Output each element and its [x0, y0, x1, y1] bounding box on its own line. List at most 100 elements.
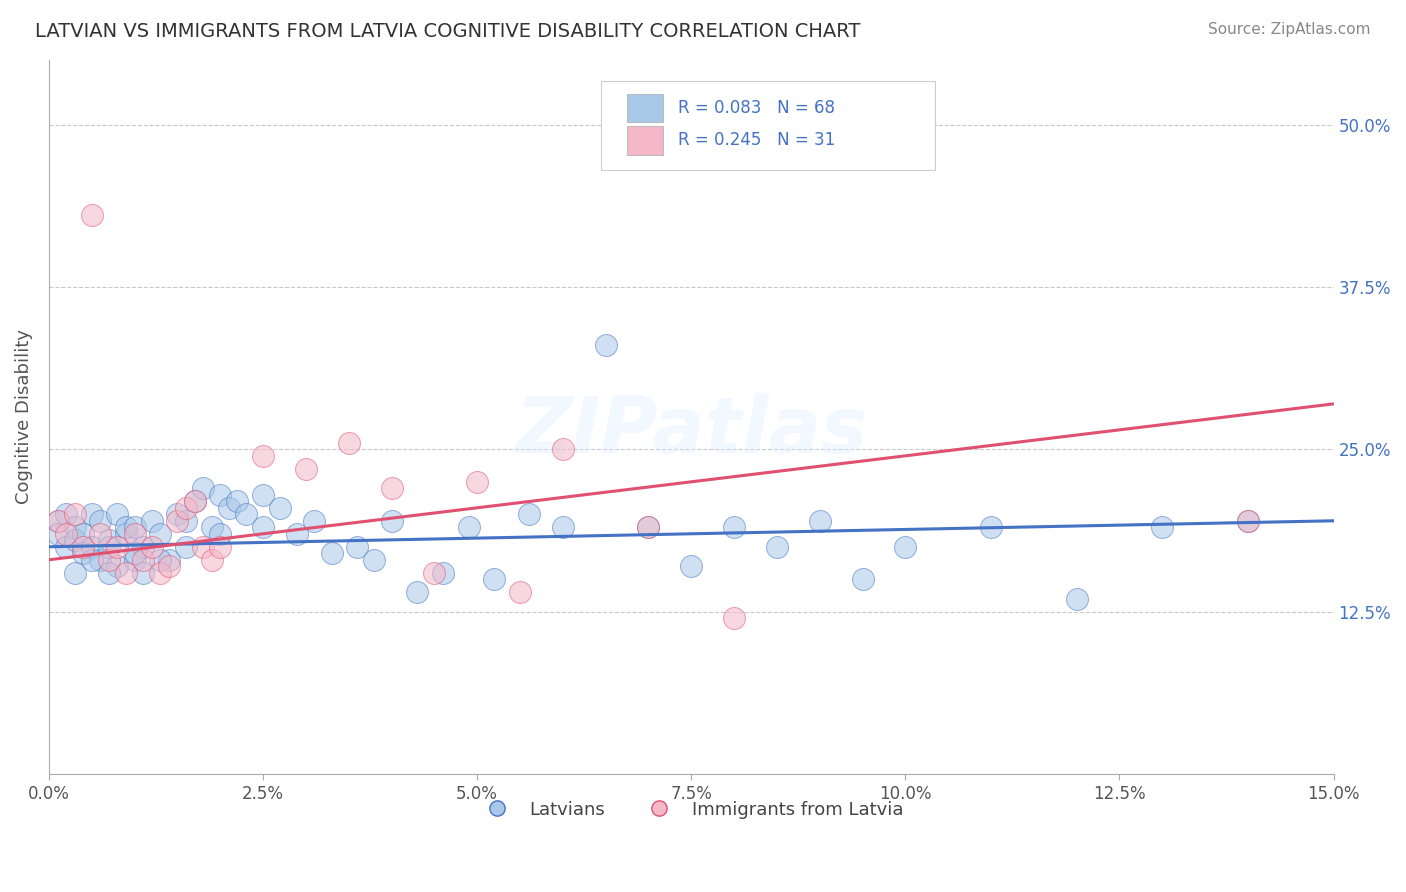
Point: [252, 449, 274, 463]
Point: [80, 209, 103, 223]
Point: [285, 526, 308, 541]
Point: [252, 520, 274, 534]
Point: [766, 540, 789, 554]
Point: [55, 526, 77, 541]
Point: [465, 475, 488, 489]
Point: [551, 520, 574, 534]
Point: [980, 520, 1002, 534]
Legend: Latvians, Immigrants from Latvia: Latvians, Immigrants from Latvia: [472, 793, 911, 826]
Point: [509, 585, 531, 599]
Y-axis label: Cognitive Disability: Cognitive Disability: [15, 329, 32, 504]
Point: [97, 540, 120, 554]
Point: [432, 566, 454, 580]
Point: [252, 488, 274, 502]
Point: [1066, 591, 1088, 606]
Point: [132, 553, 155, 567]
Point: [517, 508, 540, 522]
Point: [681, 559, 703, 574]
Point: [226, 494, 249, 508]
Point: [80, 540, 103, 554]
Text: Source: ZipAtlas.com: Source: ZipAtlas.com: [1208, 22, 1371, 37]
Point: [72, 546, 94, 560]
Point: [209, 488, 232, 502]
Point: [115, 526, 138, 541]
Point: [484, 572, 506, 586]
Point: [124, 520, 146, 534]
Point: [72, 540, 94, 554]
Point: [89, 553, 111, 567]
Point: [141, 514, 163, 528]
Point: [124, 546, 146, 560]
FancyBboxPatch shape: [602, 81, 935, 170]
Point: [166, 508, 188, 522]
Point: [97, 533, 120, 548]
Point: [851, 572, 873, 586]
Point: [209, 526, 232, 541]
Point: [304, 514, 326, 528]
Point: [174, 540, 197, 554]
Point: [46, 514, 69, 528]
Point: [201, 520, 224, 534]
Point: [115, 520, 138, 534]
Point: [201, 553, 224, 567]
Point: [723, 611, 745, 625]
Point: [149, 526, 172, 541]
Bar: [627, 126, 664, 154]
Point: [637, 520, 659, 534]
Point: [63, 520, 86, 534]
Point: [551, 442, 574, 457]
Point: [72, 526, 94, 541]
Point: [107, 540, 129, 554]
Point: [337, 435, 360, 450]
Text: R = 0.245   N = 31: R = 0.245 N = 31: [679, 131, 835, 149]
Point: [89, 514, 111, 528]
Point: [63, 566, 86, 580]
Point: [80, 508, 103, 522]
Point: [346, 540, 368, 554]
Point: [295, 462, 318, 476]
Text: LATVIAN VS IMMIGRANTS FROM LATVIA COGNITIVE DISABILITY CORRELATION CHART: LATVIAN VS IMMIGRANTS FROM LATVIA COGNIT…: [35, 22, 860, 41]
Point: [174, 514, 197, 528]
Text: R = 0.083   N = 68: R = 0.083 N = 68: [679, 99, 835, 117]
Point: [380, 514, 402, 528]
Point: [1152, 520, 1174, 534]
Point: [132, 566, 155, 580]
Point: [63, 508, 86, 522]
Point: [107, 559, 129, 574]
Point: [894, 540, 917, 554]
Point: [209, 540, 232, 554]
Point: [363, 553, 385, 567]
Point: [115, 566, 138, 580]
Point: [1237, 514, 1260, 528]
Point: [723, 520, 745, 534]
Point: [132, 540, 155, 554]
Point: [124, 553, 146, 567]
Point: [46, 514, 69, 528]
Point: [637, 520, 659, 534]
Point: [191, 540, 214, 554]
Point: [157, 553, 180, 567]
Point: [107, 508, 129, 522]
Point: [321, 546, 343, 560]
Point: [97, 553, 120, 567]
Point: [406, 585, 429, 599]
Point: [63, 533, 86, 548]
Point: [46, 526, 69, 541]
Point: [157, 559, 180, 574]
Point: [124, 526, 146, 541]
Point: [97, 566, 120, 580]
Point: [423, 566, 446, 580]
Point: [183, 494, 205, 508]
Point: [149, 566, 172, 580]
Point: [80, 553, 103, 567]
Point: [191, 481, 214, 495]
Point: [380, 481, 402, 495]
Point: [55, 508, 77, 522]
Point: [55, 540, 77, 554]
Point: [166, 514, 188, 528]
Point: [808, 514, 831, 528]
Point: [1237, 514, 1260, 528]
Point: [149, 553, 172, 567]
Point: [218, 500, 240, 515]
Point: [89, 526, 111, 541]
